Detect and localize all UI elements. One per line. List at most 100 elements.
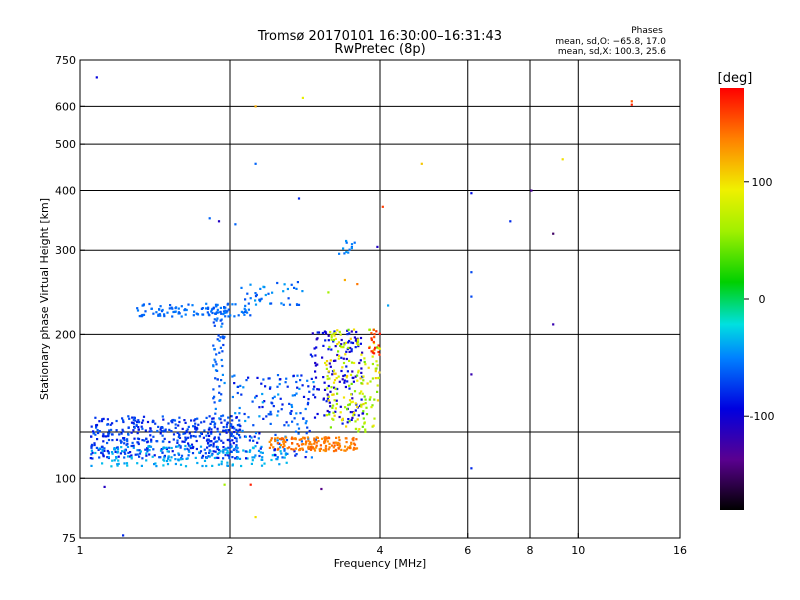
echo-point bbox=[357, 369, 360, 372]
echo-point bbox=[321, 356, 324, 359]
echo-point bbox=[178, 312, 181, 315]
echo-point bbox=[340, 448, 343, 451]
echo-point bbox=[208, 444, 211, 448]
y-tick-label: 200 bbox=[55, 328, 76, 341]
echo-point bbox=[158, 456, 161, 459]
echo-point bbox=[354, 409, 357, 412]
echo-point bbox=[370, 350, 373, 353]
x-tick-label: 2 bbox=[227, 544, 234, 557]
echo-point bbox=[187, 303, 190, 306]
echo-point bbox=[202, 436, 205, 439]
echo-point bbox=[264, 293, 267, 297]
echo-point bbox=[302, 417, 305, 420]
echo-point bbox=[283, 424, 286, 427]
echo-point bbox=[221, 364, 224, 368]
echo-point bbox=[101, 452, 104, 455]
echo-point bbox=[341, 422, 344, 425]
echo-point bbox=[89, 457, 92, 460]
echo-point bbox=[290, 403, 293, 407]
echo-point bbox=[350, 330, 353, 333]
echo-point bbox=[561, 158, 564, 161]
echo-point bbox=[305, 450, 308, 453]
echo-point bbox=[199, 445, 203, 448]
echo-point bbox=[106, 423, 109, 426]
echo-point bbox=[234, 303, 237, 306]
echo-point bbox=[347, 341, 350, 344]
echo-point bbox=[276, 442, 280, 445]
echo-point bbox=[196, 461, 199, 465]
echo-point bbox=[120, 441, 123, 444]
echo-point bbox=[346, 370, 349, 373]
echo-point bbox=[371, 377, 374, 380]
echo-point bbox=[171, 307, 174, 310]
echo-point bbox=[375, 367, 378, 370]
echo-point bbox=[297, 427, 301, 430]
echo-point bbox=[272, 405, 275, 408]
echo-point bbox=[205, 302, 208, 305]
echo-point bbox=[323, 414, 326, 417]
echo-point bbox=[268, 387, 272, 390]
echo-point bbox=[172, 418, 175, 422]
echo-point bbox=[365, 413, 369, 416]
echo-point bbox=[313, 437, 316, 440]
echo-point bbox=[255, 293, 258, 296]
echo-point bbox=[228, 457, 231, 460]
echo-point bbox=[210, 430, 213, 434]
echo-point bbox=[377, 350, 380, 354]
echo-point bbox=[282, 303, 285, 306]
echo-point bbox=[103, 447, 106, 450]
echo-point bbox=[182, 432, 185, 435]
echo-point bbox=[330, 444, 334, 447]
echo-point bbox=[119, 439, 122, 442]
echo-point bbox=[270, 437, 273, 440]
echo-point bbox=[170, 420, 173, 423]
echo-point bbox=[312, 393, 315, 396]
chart-title: Tromsø 20170101 16:30:00–16:31:43 bbox=[257, 29, 502, 44]
echo-point bbox=[277, 393, 280, 396]
echo-point bbox=[213, 348, 216, 351]
echo-point bbox=[137, 428, 140, 431]
echo-point bbox=[293, 286, 296, 289]
echo-point bbox=[372, 424, 375, 427]
echo-point bbox=[284, 453, 287, 456]
echo-point bbox=[141, 457, 144, 460]
echo-point bbox=[262, 285, 265, 288]
echo-point bbox=[349, 373, 353, 376]
echo-point bbox=[142, 415, 146, 418]
echo-point bbox=[94, 433, 97, 436]
echo-point bbox=[318, 448, 321, 451]
echo-point bbox=[293, 450, 296, 453]
echo-point bbox=[300, 440, 303, 443]
echo-point bbox=[351, 397, 354, 400]
echo-point bbox=[126, 455, 130, 458]
echo-point bbox=[229, 450, 232, 453]
echo-point bbox=[217, 463, 220, 466]
echo-point bbox=[233, 382, 236, 385]
echo-point bbox=[141, 421, 144, 424]
echo-point bbox=[172, 310, 175, 314]
echo-point bbox=[157, 425, 160, 428]
echo-point bbox=[332, 359, 336, 362]
echo-point bbox=[176, 439, 179, 442]
echo-point bbox=[306, 379, 309, 382]
echo-point bbox=[227, 446, 230, 449]
echo-point bbox=[134, 419, 137, 422]
echo-point bbox=[224, 315, 227, 318]
echo-point bbox=[250, 436, 253, 439]
echo-point bbox=[136, 449, 139, 452]
echo-point bbox=[281, 403, 284, 406]
echo-point bbox=[215, 456, 218, 459]
echo-point bbox=[190, 419, 193, 422]
echo-point bbox=[191, 446, 194, 450]
echo-point bbox=[181, 427, 184, 430]
echo-point bbox=[343, 252, 346, 255]
echo-point bbox=[229, 431, 232, 434]
echo-point bbox=[344, 449, 347, 452]
echo-point bbox=[162, 464, 165, 467]
echo-point bbox=[174, 458, 177, 461]
echo-point bbox=[372, 349, 375, 352]
echo-point bbox=[310, 443, 313, 446]
echo-point bbox=[420, 162, 423, 165]
echo-point bbox=[127, 433, 130, 436]
echo-point bbox=[310, 377, 313, 380]
